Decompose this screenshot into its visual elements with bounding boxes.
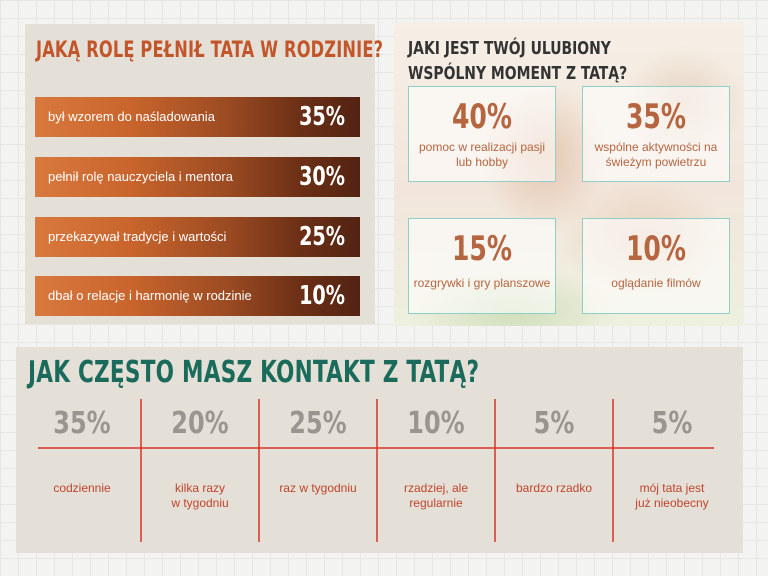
- contact-value: 10%: [407, 406, 464, 440]
- role-bar-value: 35%: [299, 102, 345, 132]
- moment-value: 10%: [625, 229, 687, 269]
- role-bar-1: był wzorem do naśladowania 35%: [35, 97, 360, 137]
- moment-value: 15%: [451, 229, 513, 269]
- role-bar-label: był wzorem do naśladowania: [48, 109, 215, 124]
- role-bar-4: dbał o relacje i harmonię w rodzinie 10%: [35, 276, 360, 316]
- role-panel: JAKĄ ROLĘ PEŁNIŁ TATA W RODZINIE? był wz…: [25, 24, 384, 324]
- contact-value: 25%: [289, 406, 346, 440]
- role-bar-label: przekazywał tradycje i wartości: [48, 229, 227, 244]
- moment-box-3: 15% rozgrywki i gry planszowe: [408, 218, 556, 314]
- contact-title: JAK CZĘSTO MASZ KONTAKT Z TATĄ?: [28, 355, 480, 390]
- moment-label: rozgrywki i gry planszowe: [413, 276, 551, 290]
- contact-panel: JAK CZĘSTO MASZ KONTAKT Z TATĄ? 35% codzi…: [16, 347, 743, 553]
- contact-label: kilka razy: [175, 481, 225, 495]
- role-bar-value: 25%: [299, 222, 345, 252]
- contact-label: codziennie: [53, 481, 111, 495]
- contact-value: 5%: [652, 406, 693, 440]
- role-bar-value: 30%: [299, 162, 345, 192]
- moment-title: JAKI JEST TWÓJ ULUBIONY WSPÓLNY MOMENT Z…: [408, 38, 628, 84]
- contact-value: 20%: [171, 406, 228, 440]
- role-title: JAKĄ ROLĘ PEŁNIŁ TATA W RODZINIE?: [36, 38, 384, 63]
- moment-value: 40%: [451, 97, 513, 137]
- role-bar-3: przekazywał tradycje i wartości 25%: [35, 217, 360, 257]
- contact-label: w tygodniu: [170, 496, 228, 510]
- moment-label: oglądanie filmów: [611, 276, 701, 290]
- moment-label: wspólne aktywności na świeżym powietrzu: [594, 140, 718, 169]
- contact-label: mój tata jest: [640, 481, 705, 495]
- role-bar-label: dbał o relacje i harmonię w rodzinie: [48, 288, 252, 303]
- contact-value: 35%: [53, 406, 110, 440]
- role-bar-2: pełnił rolę nauczyciela i mentora 30%: [35, 157, 360, 197]
- role-bar-label: pełnił rolę nauczyciela i mentora: [48, 169, 233, 184]
- contact-label: regularnie: [409, 496, 463, 510]
- role-bar-value: 10%: [299, 281, 345, 311]
- moment-label: pomoc w realizacji pasji lub hobby: [418, 140, 546, 169]
- contact-label: bardzo rzadko: [516, 481, 592, 495]
- moment-box-4: 10% oglądanie filmów: [582, 218, 730, 314]
- moment-value: 35%: [625, 97, 687, 137]
- contact-value: 5%: [534, 406, 575, 440]
- moment-box-2: 35% wspólne aktywności na świeżym powiet…: [582, 86, 730, 182]
- contact-label: rzadziej, ale: [404, 481, 468, 495]
- contact-label: już nieobecny: [634, 496, 708, 510]
- contact-label: raz w tygodniu: [279, 481, 356, 495]
- moment-box-1: 40% pomoc w realizacji pasji lub hobby: [408, 86, 556, 182]
- moment-panel: JAKI JEST TWÓJ ULUBIONY WSPÓLNY MOMENT Z…: [394, 22, 744, 326]
